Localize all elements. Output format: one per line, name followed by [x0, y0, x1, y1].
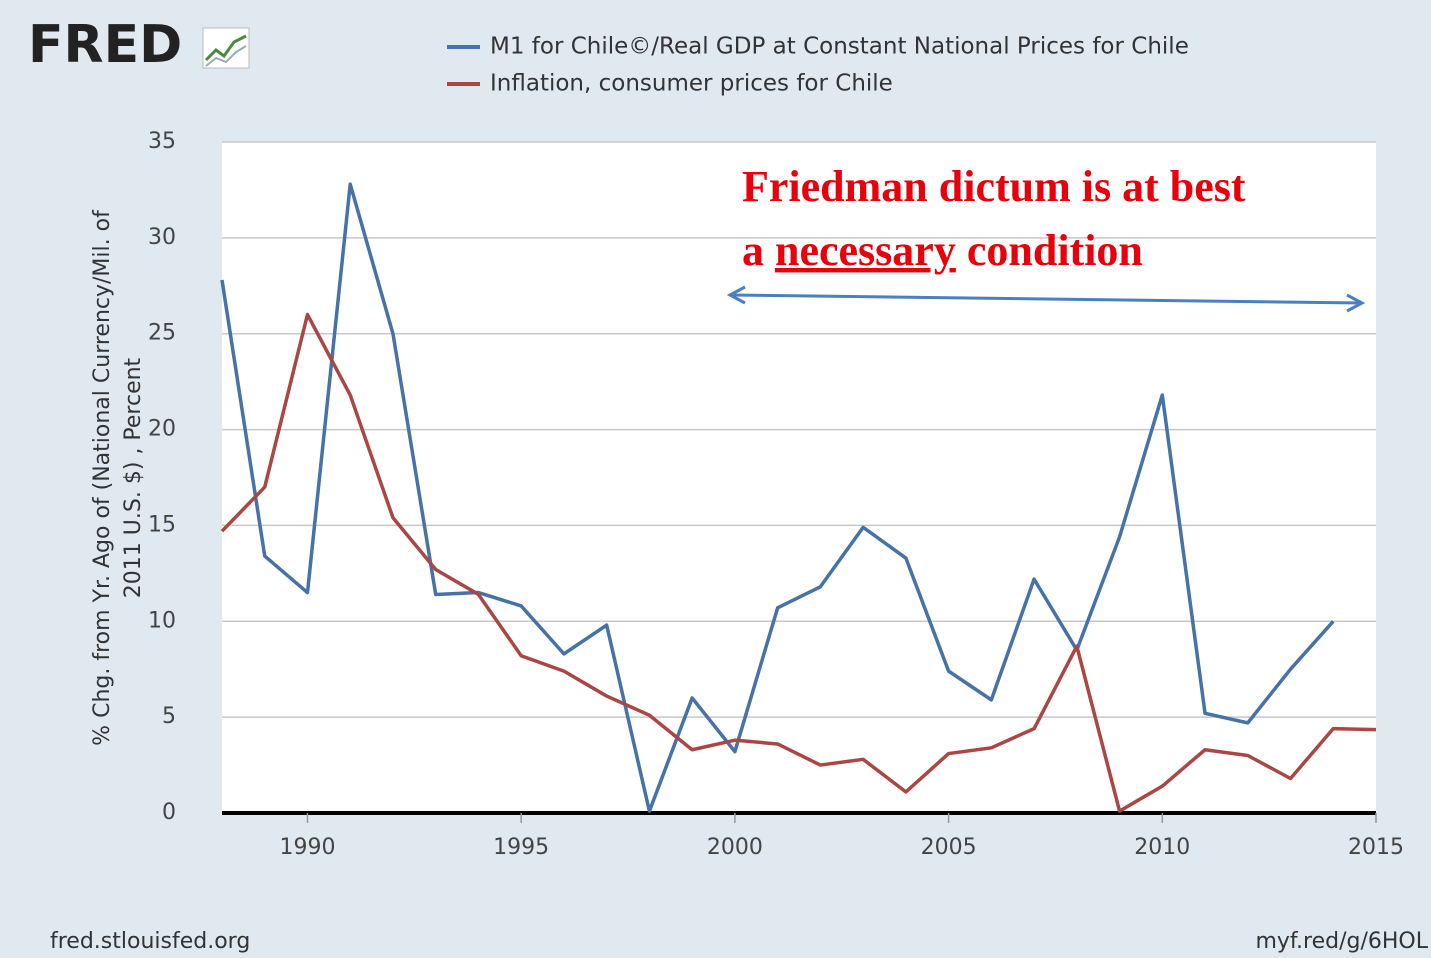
logo: FRED [28, 15, 182, 75]
series-line [220, 312, 1377, 813]
y-tick-label: 20 [148, 417, 176, 442]
series-line [220, 182, 1335, 813]
legend-label: M1 for Chile©/Real GDP at Constant Natio… [490, 34, 1189, 60]
x-tick-label: 2005 [921, 835, 977, 860]
x-tick-label: 1990 [279, 835, 335, 860]
plot-area [222, 142, 1376, 813]
legend-label: Inflation, consumer prices for Chile [490, 71, 893, 97]
logo-icon [202, 27, 250, 69]
y-tick-label: 25 [148, 321, 176, 346]
y-tick-label: 0 [162, 800, 176, 825]
y-tick-label: 15 [148, 512, 176, 537]
annotation: a necessary condition [742, 226, 1143, 275]
x-tick-label: 2015 [1348, 835, 1404, 860]
double-arrow [726, 285, 1366, 313]
y-tick-label: 30 [148, 225, 176, 250]
y-axis-label: % Chg. from Yr. Ago of (National Currenc… [90, 209, 115, 746]
y-axis-label: 2011 U.S. $) , Percent [121, 357, 146, 598]
x-tick-label: 2010 [1134, 835, 1190, 860]
y-tick-label: 5 [162, 704, 176, 729]
footer-link: myf.red/g/6HOL [1255, 929, 1428, 954]
y-tick-label: 10 [148, 608, 176, 633]
annotation: Friedman dictum is at best [742, 162, 1246, 211]
y-tick-label: 35 [148, 129, 176, 154]
x-tick-label: 1995 [493, 835, 549, 860]
x-tick-label: 2000 [707, 835, 763, 860]
footer-source: fred.stlouisfed.org [50, 929, 250, 954]
